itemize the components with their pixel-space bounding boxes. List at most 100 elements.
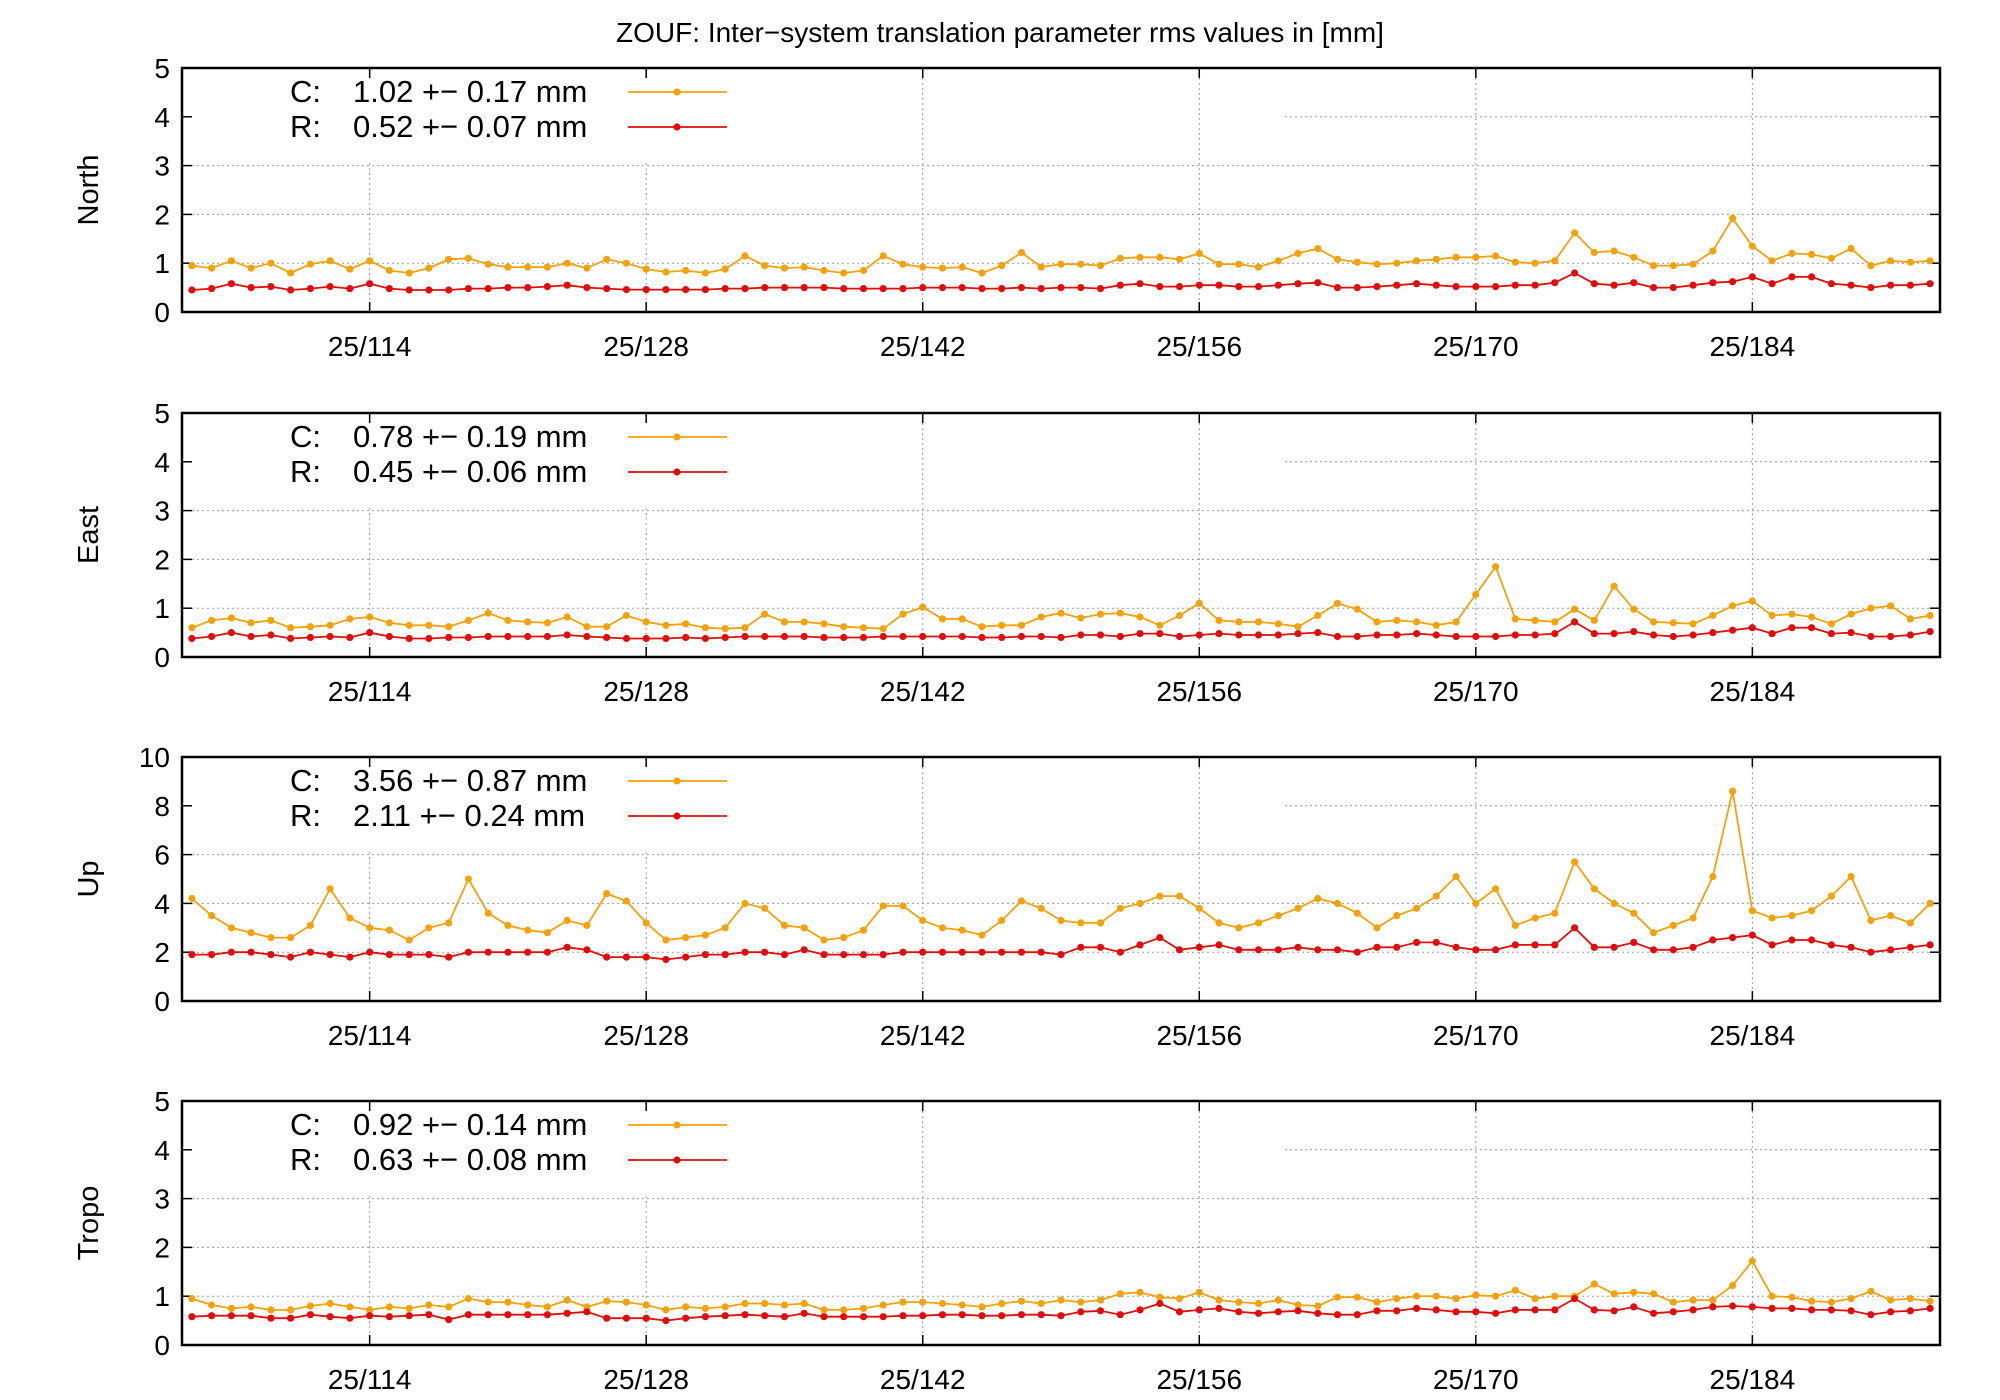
data-point-C — [1827, 620, 1835, 628]
data-point-R — [445, 953, 453, 961]
data-point-R — [1709, 279, 1717, 287]
data-point-R — [425, 951, 433, 959]
data-point-C — [978, 269, 986, 277]
y-tick-label: 4 — [154, 447, 170, 478]
data-point-C — [1393, 616, 1401, 625]
data-point-R — [1057, 951, 1065, 959]
data-point-R — [820, 1313, 828, 1321]
data-point-R — [662, 1317, 670, 1325]
data-point-C — [1472, 1291, 1480, 1299]
data-point-R — [761, 948, 769, 956]
legend-marker — [673, 433, 681, 441]
data-point-R — [1472, 283, 1480, 291]
data-point-C — [1887, 602, 1895, 610]
data-point-R — [524, 632, 532, 641]
data-point-R — [1432, 938, 1440, 947]
y-tick-label: 0 — [154, 297, 170, 328]
data-point-R — [563, 631, 571, 639]
data-point-C — [899, 610, 907, 618]
data-point-R — [1511, 1306, 1519, 1314]
data-point-C — [1709, 1296, 1717, 1304]
data-point-C — [879, 252, 887, 260]
data-point-C — [1906, 1295, 1914, 1303]
data-point-C — [1333, 599, 1342, 607]
data-point-R — [1827, 1306, 1835, 1314]
x-tick-label: 25/184 — [1710, 676, 1796, 707]
legend-code: C: — [290, 74, 321, 109]
data-point-R — [1274, 946, 1282, 954]
data-point-C — [998, 262, 1006, 270]
data-point-C — [543, 263, 552, 271]
data-point-C — [1788, 610, 1796, 618]
data-point-C — [247, 264, 255, 272]
plot-frame — [180, 755, 1942, 1003]
data-point-R — [366, 1312, 374, 1320]
data-point-C — [583, 623, 591, 631]
data-point-C — [1077, 1298, 1085, 1306]
data-point-R — [1294, 630, 1302, 638]
data-point-R — [899, 1312, 907, 1320]
legend-code: C: — [290, 419, 321, 454]
data-point-R — [1432, 281, 1440, 289]
data-point-C — [919, 1298, 927, 1306]
data-point-C — [1590, 248, 1598, 257]
data-point-R — [208, 632, 216, 641]
x-tick-label: 25/184 — [1710, 1364, 1796, 1395]
data-point-C — [1037, 613, 1045, 621]
data-point-C — [1472, 590, 1480, 599]
data-point-R — [1057, 633, 1065, 642]
data-point-R — [1827, 280, 1835, 288]
data-point-C — [1017, 621, 1026, 629]
data-point-C — [1274, 912, 1282, 920]
data-point-R — [1748, 931, 1756, 939]
data-point-R — [721, 1312, 729, 1320]
data-point-C — [859, 1304, 868, 1312]
data-point-C — [405, 1304, 413, 1312]
data-point-R — [1156, 283, 1164, 291]
data-point-C — [1788, 912, 1796, 920]
data-point-C — [859, 266, 868, 275]
data-point-R — [879, 285, 887, 293]
data-point-C — [1689, 620, 1697, 628]
data-point-R — [346, 285, 354, 293]
data-point-R — [682, 286, 690, 294]
panel-up: 0 2 4 6 8 10 25/114 25/128 25/142 25/156 25/170 25/… — [73, 742, 1942, 1051]
data-point-R — [1314, 946, 1322, 954]
data-point-C — [1926, 1297, 1934, 1305]
data-point-R — [1906, 281, 1914, 289]
data-point-R — [385, 285, 393, 293]
data-point-C — [563, 916, 571, 925]
data-point-R — [188, 634, 196, 643]
legend-text: 0.45 +− 0.06 mm — [353, 454, 587, 489]
data-point-R — [1709, 629, 1717, 637]
data-point-R — [346, 953, 354, 961]
data-point-C — [721, 265, 729, 273]
data-point-C — [840, 623, 848, 631]
data-point-R — [287, 1314, 295, 1322]
data-point-R — [1926, 280, 1934, 288]
data-point-R — [1511, 941, 1519, 949]
data-point-R — [543, 632, 552, 641]
data-point-C — [662, 268, 670, 276]
data-point-R — [1590, 630, 1598, 638]
data-point-C — [978, 931, 986, 939]
data-point-C — [879, 625, 887, 633]
data-point-C — [899, 260, 907, 268]
data-point-C — [1808, 1297, 1816, 1305]
data-point-C — [1768, 257, 1776, 265]
data-point-R — [1729, 626, 1737, 634]
data-point-R — [800, 632, 808, 641]
data-point-R — [1373, 631, 1381, 639]
data-point-C — [504, 921, 512, 930]
data-point-C — [958, 263, 966, 271]
data-point-C — [1136, 1288, 1144, 1296]
x-tick-label: 25/114 — [328, 331, 412, 362]
data-point-C — [445, 919, 453, 927]
data-point-R — [543, 283, 552, 291]
data-point-R — [1768, 630, 1776, 638]
data-point-C — [1175, 1295, 1184, 1303]
data-point-C — [0, 1290, 4, 1297]
data-point-R — [603, 1314, 611, 1322]
data-point-C — [425, 264, 433, 272]
data-point-R — [346, 1314, 354, 1322]
